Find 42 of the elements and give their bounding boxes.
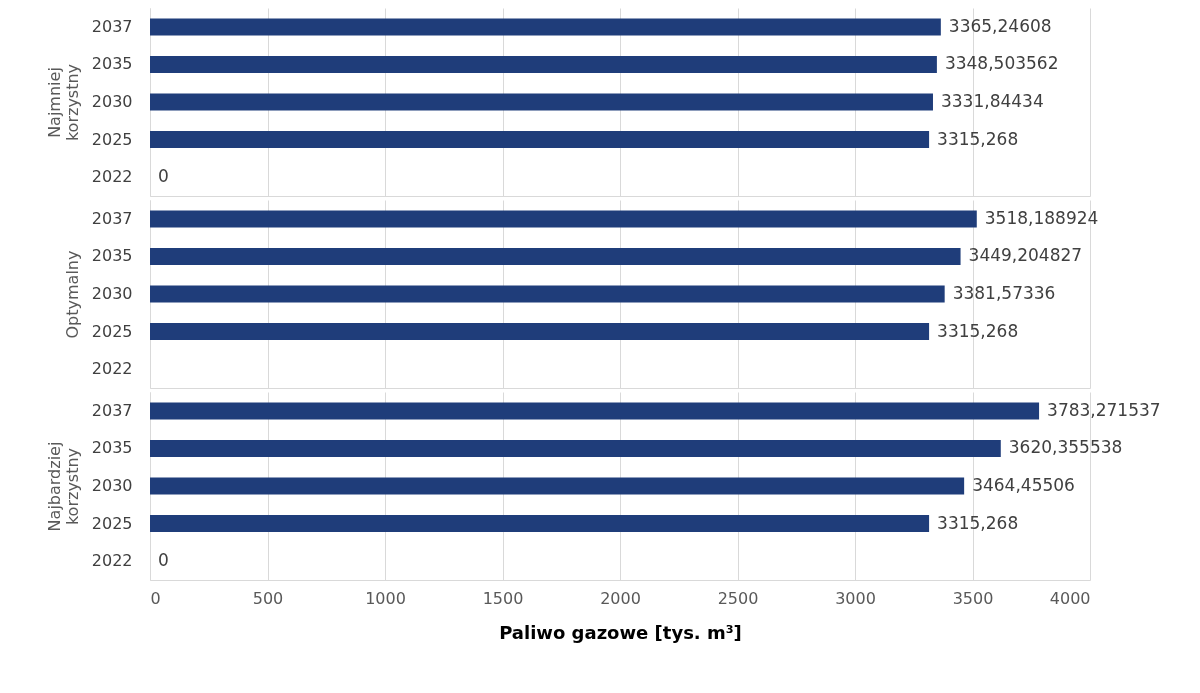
x-tick-label: 3000 — [835, 588, 876, 608]
x-tick-label: 2500 — [717, 588, 759, 608]
y-tick-label: 2022 — [91, 551, 133, 571]
data-label: 3620,355538 — [1008, 437, 1123, 458]
x-tick-label: 3500 — [952, 588, 994, 608]
y-tick-label: 2030 — [91, 284, 133, 303]
x-tick-label: 0 — [150, 588, 161, 608]
y-tick-label: 2025 — [91, 129, 133, 149]
data-label: 3518,188924 — [984, 207, 1099, 228]
data-label: 3381,57336 — [952, 283, 1056, 303]
y-axis-title: Najbardziej korzystny — [44, 441, 82, 532]
x-tick-label: 1500 — [482, 588, 524, 608]
data-label: 3365,24608 — [948, 15, 1052, 36]
data-label: 3315,268 — [937, 512, 1019, 533]
data-label: 3315,268 — [937, 320, 1019, 341]
data-label: 0 — [158, 550, 169, 571]
y-tick-label: 2030 — [91, 476, 133, 495]
y-tick-label: 2035 — [91, 438, 133, 458]
x-tick-label: 500 — [252, 588, 284, 608]
y-tick-label: 2035 — [91, 246, 133, 266]
y-tick-label: 2025 — [91, 321, 133, 341]
data-label: 3315,268 — [937, 128, 1019, 149]
x-tick-label: 4000 — [1049, 588, 1091, 608]
y-tick-label: 2030 — [91, 92, 133, 111]
data-label: 0 — [158, 166, 169, 187]
data-label: 3331,84434 — [940, 91, 1044, 111]
x-axis-title: Paliwo gazowe [tys. m³] — [499, 621, 742, 643]
data-label: 3464,45506 — [972, 475, 1075, 495]
y-tick-label: 2025 — [91, 513, 133, 533]
y-tick-label: 2022 — [91, 167, 133, 187]
y-axis-title: Optymalny — [62, 250, 82, 339]
x-tick-label: 2000 — [600, 588, 641, 608]
data-label: 3449,204827 — [968, 245, 1083, 266]
y-tick-label: 2035 — [91, 54, 133, 74]
y-tick-label: 2022 — [91, 359, 133, 379]
data-label: 3783,271537 — [1047, 399, 1161, 420]
y-tick-label: 2037 — [91, 400, 133, 420]
y-tick-label: 2037 — [91, 208, 133, 228]
y-tick-label: 2037 — [91, 16, 133, 36]
x-tick-label: 1000 — [365, 588, 406, 608]
data-label: 3348,503562 — [944, 53, 1059, 74]
y-axis-title: Najmniej korzystny — [44, 63, 82, 142]
